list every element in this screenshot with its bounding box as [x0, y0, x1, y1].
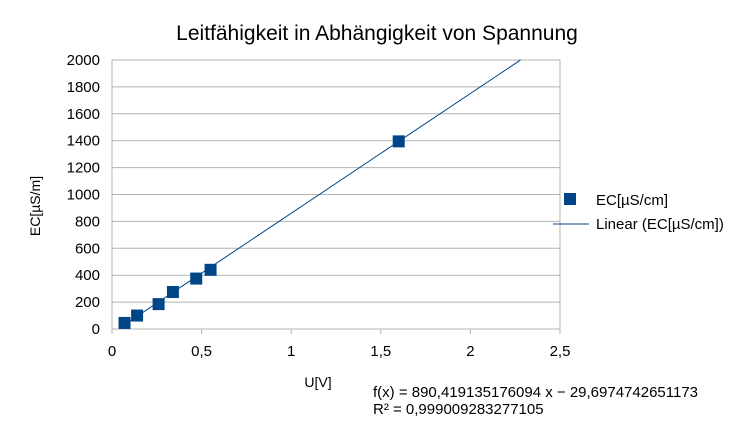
- y-tick-label: 1200: [67, 160, 100, 177]
- y-tick-label: 200: [75, 294, 100, 311]
- trendline-equation: f(x) = 890,419135176094 x − 29,697474265…: [373, 384, 698, 401]
- trendline: [124, 59, 521, 326]
- data-point: [190, 272, 203, 285]
- data-points: [118, 135, 405, 329]
- y-tick-label: 600: [75, 240, 100, 257]
- data-point: [166, 286, 179, 299]
- y-tick-label: 400: [75, 267, 100, 284]
- y-tick-label: 1000: [67, 187, 100, 204]
- data-point: [118, 316, 131, 329]
- y-axis-ticks: 0 200 400 600 800 1000 1200 1400 1600 1800 2000: [67, 52, 100, 338]
- x-axis-ticks: 0 0,5 1 1,5 2 2,5: [108, 329, 571, 360]
- y-tick-label: 1800: [67, 79, 100, 96]
- legend-label-ec: EC[µS/cm]: [596, 192, 668, 209]
- x-tick-label: 2,5: [550, 343, 571, 360]
- data-point: [152, 298, 165, 311]
- x-tick-label: 0,5: [191, 343, 212, 360]
- x-tick-label: 1: [287, 343, 295, 360]
- data-point: [131, 309, 144, 322]
- y-tick-label: 1400: [67, 133, 100, 150]
- plot-area-border: [111, 59, 561, 330]
- y-tick-label: 800: [75, 213, 100, 230]
- trendline-r-squared: R² = 0,999009283277105: [373, 401, 544, 418]
- x-tick-label: 1,5: [370, 343, 391, 360]
- data-point: [392, 135, 405, 148]
- chart-title: Leitfähigkeit in Abhängigkeit von Spannu…: [176, 22, 578, 45]
- x-axis-label: U[V]: [304, 374, 331, 390]
- legend: EC[µS/cm] Linear (EC[µS/cm]): [553, 192, 724, 233]
- legend-marker-ec: [564, 193, 576, 205]
- x-tick-label: 2: [466, 343, 474, 360]
- legend-label-linear: Linear (EC[µS/cm]): [596, 216, 724, 233]
- y-axis-label: EC[µS/m]: [27, 176, 43, 236]
- y-tick-label: 1600: [67, 106, 100, 123]
- y-tick-label: 0: [92, 321, 100, 338]
- y-tick-label: 2000: [67, 52, 100, 69]
- x-tick-label: 0: [108, 343, 116, 360]
- data-point: [204, 263, 217, 276]
